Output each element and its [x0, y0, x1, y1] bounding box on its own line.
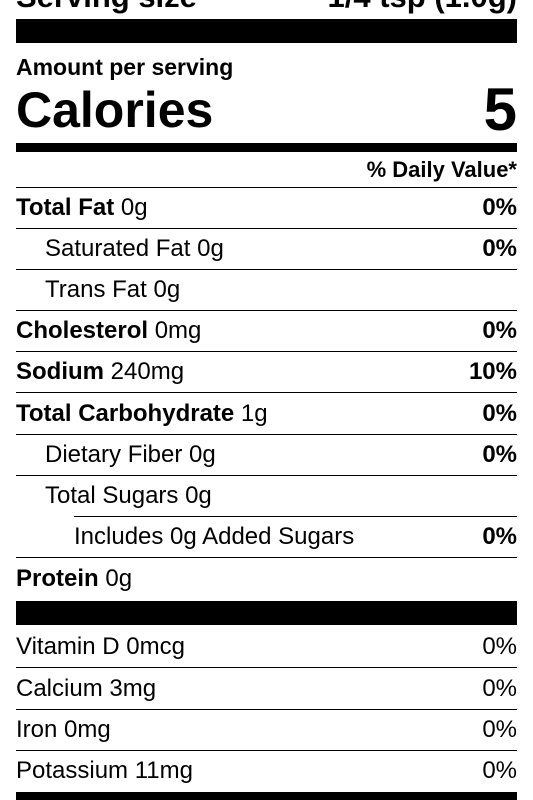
- nutrient-row-added-sugars: Includes 0g Added Sugars 0%: [16, 517, 517, 557]
- divider: [16, 228, 517, 229]
- vitamin-dv: 0%: [482, 633, 517, 660]
- nutrient-name: Sodium: [16, 358, 104, 385]
- thick-divider-top: [16, 19, 517, 43]
- nutrient-dv: 0%: [482, 441, 517, 468]
- nutrient-name: Cholesterol: [16, 317, 149, 344]
- divider: [16, 310, 517, 311]
- nutrient-row-total-carbohydrate: Total Carbohydrate 1g 0%: [16, 393, 517, 434]
- serving-size-row: Serving size 1/4 tsp (1.0g): [16, 0, 518, 12]
- divider: [16, 475, 517, 476]
- vitamin-dv: 0%: [482, 757, 517, 784]
- vitamin-dv: 0%: [482, 674, 517, 702]
- nutrient-name: Total Carbohydrate: [16, 399, 235, 427]
- nutrient-dv: 0%: [482, 317, 517, 344]
- nutrient-amount: 0g: [105, 564, 133, 592]
- nutrient-amount: 0g: [185, 482, 212, 509]
- nutrient-amount: 0g: [197, 235, 224, 262]
- nutrient-row-protein: Protein 0g: [16, 558, 517, 599]
- vitamin-name: Iron: [16, 716, 58, 743]
- calories-value: 5: [483, 76, 517, 143]
- vitamin-row-calcium: Calcium 3mg 0%: [16, 668, 517, 709]
- nutrient-amount: 0mg: [154, 317, 202, 344]
- divider: [16, 709, 517, 710]
- divider: [16, 269, 517, 270]
- nutrient-name: Total Sugars: [45, 482, 179, 509]
- vitamin-amount: 0mg: [64, 716, 111, 743]
- serving-size-label: Serving size: [16, 0, 197, 12]
- nutrient-amount: 0g: [153, 276, 181, 303]
- nutrient-amount: 1g: [240, 399, 268, 427]
- thick-divider-middle: [16, 601, 517, 625]
- vitamin-row-potassium: Potassium 11mg 0%: [16, 751, 517, 791]
- nutrient-row-sodium: Sodium 240mg 10%: [16, 352, 517, 392]
- nutrient-name: Total Fat: [16, 194, 115, 221]
- nutrient-dv: 0%: [482, 399, 517, 427]
- nutrient-dv: 0%: [482, 194, 517, 221]
- vitamin-amount: 3mg: [109, 674, 157, 702]
- vitamin-name: Calcium: [16, 674, 103, 702]
- amount-per-serving: Amount per serving: [16, 53, 234, 80]
- divider: [16, 434, 517, 435]
- nutrient-name: Includes 0g Added Sugars: [74, 523, 355, 550]
- divider: [16, 187, 517, 188]
- vitamin-row-vitamin-d: Vitamin D 0mcg 0%: [16, 627, 517, 667]
- nutrient-amount: 0g: [189, 441, 216, 468]
- medium-divider: [16, 143, 517, 152]
- vitamin-dv: 0%: [482, 716, 517, 743]
- nutrient-row-trans-fat: Trans Fat 0g: [16, 270, 517, 310]
- nutrient-dv: 0%: [482, 523, 517, 550]
- divider: [74, 516, 517, 517]
- serving-size-value: 1/4 tsp (1.0g): [328, 0, 518, 12]
- nutrient-row-saturated-fat: Saturated Fat 0g 0%: [16, 229, 517, 269]
- nutrient-name: Protein: [16, 564, 99, 592]
- thick-divider-bottom: [16, 792, 517, 800]
- daily-value-header: % Daily Value*: [366, 157, 517, 182]
- divider: [16, 667, 517, 668]
- nutrient-dv: 0%: [482, 235, 517, 262]
- nutrient-name: Dietary Fiber: [45, 441, 183, 468]
- vitamin-name: Potassium: [16, 757, 129, 784]
- calories-row: Calories 5: [16, 76, 517, 143]
- vitamin-amount: 11mg: [134, 757, 193, 784]
- divider: [16, 392, 517, 393]
- divider: [16, 351, 517, 352]
- nutrient-name: Saturated Fat: [45, 235, 191, 262]
- vitamin-row-iron: Iron 0mg 0%: [16, 710, 517, 750]
- vitamin-amount: 0mcg: [126, 633, 185, 660]
- calories-label: Calories: [16, 82, 214, 138]
- divider: [16, 750, 517, 751]
- vitamin-name: Vitamin D: [16, 633, 120, 660]
- divider: [16, 557, 517, 558]
- nutrient-row-dietary-fiber: Dietary Fiber 0g 0%: [16, 435, 517, 475]
- nutrient-amount: 240mg: [110, 358, 185, 385]
- nutrient-amount: 0g: [120, 194, 148, 221]
- nutrient-row-cholesterol: Cholesterol 0mg 0%: [16, 311, 517, 351]
- nutrient-row-total-sugars: Total Sugars 0g: [16, 476, 517, 516]
- nutrient-row-total-fat: Total Fat 0g 0%: [16, 188, 517, 228]
- nutrient-name: Trans Fat: [45, 276, 147, 303]
- nutrition-facts-label: Serving size 1/4 tsp (1.0g) Amount per s…: [16, 0, 517, 800]
- nutrient-dv: 10%: [468, 358, 517, 385]
